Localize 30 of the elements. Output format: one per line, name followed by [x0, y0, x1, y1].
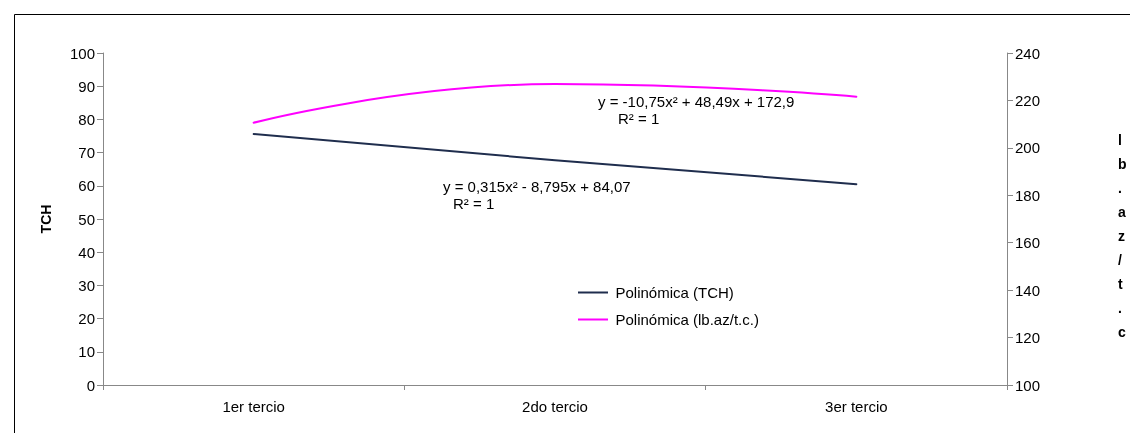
- y-tick-label: 60: [78, 177, 95, 195]
- y2-tick-label: 100: [1015, 376, 1041, 394]
- y-tick-label: 30: [78, 276, 95, 294]
- y-axis-title: TCH: [38, 204, 54, 234]
- y-tick-label: 100: [69, 44, 95, 62]
- annotation: R² = 1: [453, 195, 495, 212]
- y2-tick-label: 220: [1015, 91, 1041, 109]
- annotation: y = -10,75x² + 48,49x + 172,9: [598, 93, 795, 110]
- x-tick-label: 2do tercio: [522, 398, 588, 415]
- legend-label: Polinómica (TCH): [615, 284, 734, 301]
- y2-tick-label: 180: [1015, 186, 1041, 204]
- y2-tick-label: 240: [1015, 44, 1041, 62]
- y-tick-label: 10: [78, 343, 95, 361]
- y-tick-label: 50: [78, 210, 95, 228]
- y2-tick-label: 160: [1015, 234, 1041, 252]
- y2-tick-label: 120: [1015, 329, 1041, 347]
- y-tick-label: 70: [78, 144, 95, 162]
- x-tick-label: 3er tercio: [825, 398, 888, 415]
- y-tick-label: 80: [78, 110, 95, 128]
- y-tick-label: 90: [78, 77, 95, 95]
- y2-tick-label: 200: [1015, 139, 1041, 157]
- y-tick-label: 20: [78, 310, 95, 328]
- x-tick-label: 1er tercio: [222, 398, 285, 415]
- y-tick-label: 0: [86, 376, 95, 394]
- text: lb.az/t.c: [1118, 132, 1127, 340]
- annotation: y = 0,315x² - 8,795x + 84,07: [443, 178, 631, 195]
- annotation: R² = 1: [618, 110, 660, 127]
- legend-label: Polinómica (lb.az/t.c.): [615, 311, 759, 328]
- y2-tick-label: 140: [1015, 281, 1041, 299]
- y-tick-label: 40: [78, 243, 95, 261]
